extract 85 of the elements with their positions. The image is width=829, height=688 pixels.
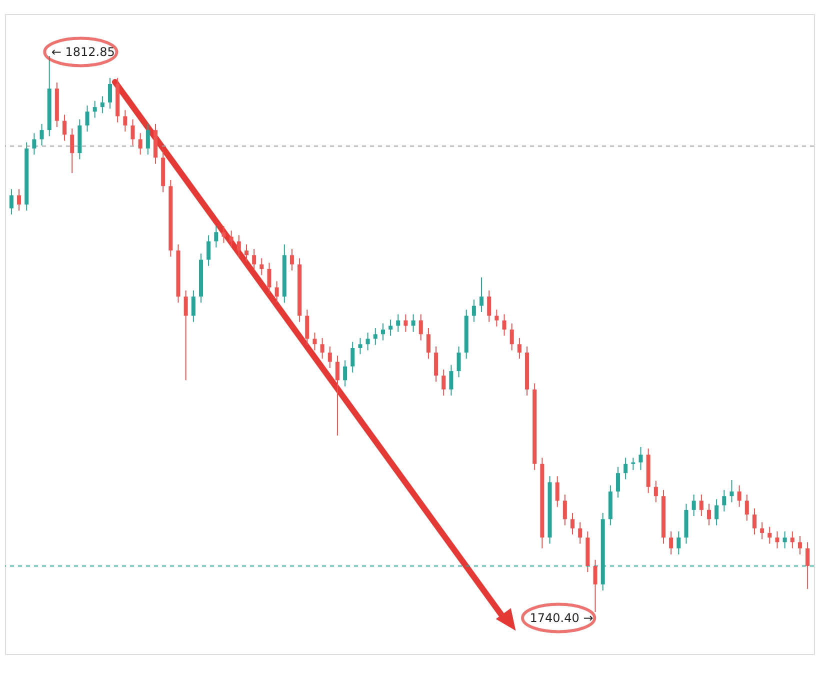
candlestick [138, 132, 142, 156]
candlestick [184, 290, 188, 381]
candlestick [593, 559, 598, 612]
candlestick [191, 290, 196, 322]
candlestick [328, 346, 332, 368]
candlestick [396, 314, 400, 332]
candlestick [146, 123, 150, 156]
candlestick [517, 338, 522, 360]
candlestick [92, 100, 97, 118]
candlestick [206, 234, 211, 266]
candlestick [442, 368, 446, 396]
candlestick [752, 508, 756, 535]
candlestick [17, 188, 22, 212]
candlestick [616, 466, 620, 498]
candlestick [510, 322, 514, 351]
candlestick [562, 494, 567, 526]
candlestick [388, 319, 393, 336]
candlestick [358, 338, 362, 355]
candlestick [692, 494, 696, 517]
candlestick [798, 536, 802, 555]
candlestick [669, 530, 674, 555]
candlestick [411, 314, 416, 332]
candlestick [380, 322, 385, 341]
candlestick [260, 258, 264, 276]
candlestick [274, 280, 279, 304]
candlestick [267, 262, 272, 294]
candlestick [654, 480, 658, 503]
candlestick [426, 328, 430, 360]
candlestick [290, 248, 294, 271]
candlestick [782, 530, 787, 549]
candlestick [472, 299, 476, 322]
candlestick [305, 309, 310, 346]
candlestick [85, 105, 90, 132]
candlestick [130, 118, 135, 146]
candlestick [108, 77, 112, 110]
candlestick [244, 244, 248, 262]
candlestick [676, 530, 681, 555]
candlestick [343, 360, 348, 387]
candlestick [320, 338, 324, 360]
candlestick [252, 248, 256, 271]
candlestick [123, 110, 128, 132]
candlestick [730, 480, 734, 503]
candlestick [744, 494, 749, 522]
candlestick [236, 234, 241, 258]
candlestick [9, 188, 14, 215]
candlestick [62, 114, 67, 142]
candlestick [456, 346, 461, 378]
candlestick [760, 522, 764, 540]
candlestick [418, 314, 423, 341]
candlestick [434, 346, 438, 382]
candlestick [214, 225, 218, 248]
candlestick [578, 522, 582, 544]
candlestick [222, 225, 226, 244]
candlestick [502, 314, 506, 336]
candlestick [229, 230, 234, 248]
candlestick [775, 530, 780, 549]
candlestick [737, 484, 742, 508]
candlestick [480, 276, 484, 312]
candlestick [32, 132, 36, 156]
candlestick [70, 128, 74, 174]
candlestick [40, 123, 44, 146]
candlestick [449, 364, 454, 396]
candlestick [722, 489, 726, 512]
candlestick [631, 457, 636, 471]
candlestick [706, 503, 711, 526]
candlestick [624, 457, 628, 480]
candlestick [100, 96, 104, 114]
annotation: ← 1812.85 [51, 45, 115, 59]
candlestick [699, 494, 704, 517]
candlestick [487, 290, 492, 322]
candlestick [335, 355, 340, 436]
candlestick [312, 332, 317, 351]
candlestick [366, 332, 370, 351]
candlestick [768, 526, 772, 544]
candlestick [638, 446, 643, 471]
candlestick [806, 542, 810, 590]
candlestick [494, 309, 499, 328]
candlestick [404, 314, 408, 332]
annotation: 1740.40 → [530, 611, 594, 625]
candlestick [790, 530, 794, 549]
candlestick [555, 476, 560, 508]
candlestick [714, 498, 719, 526]
candlestick [570, 512, 575, 535]
candlestick [373, 328, 378, 346]
candlestick [350, 341, 355, 374]
